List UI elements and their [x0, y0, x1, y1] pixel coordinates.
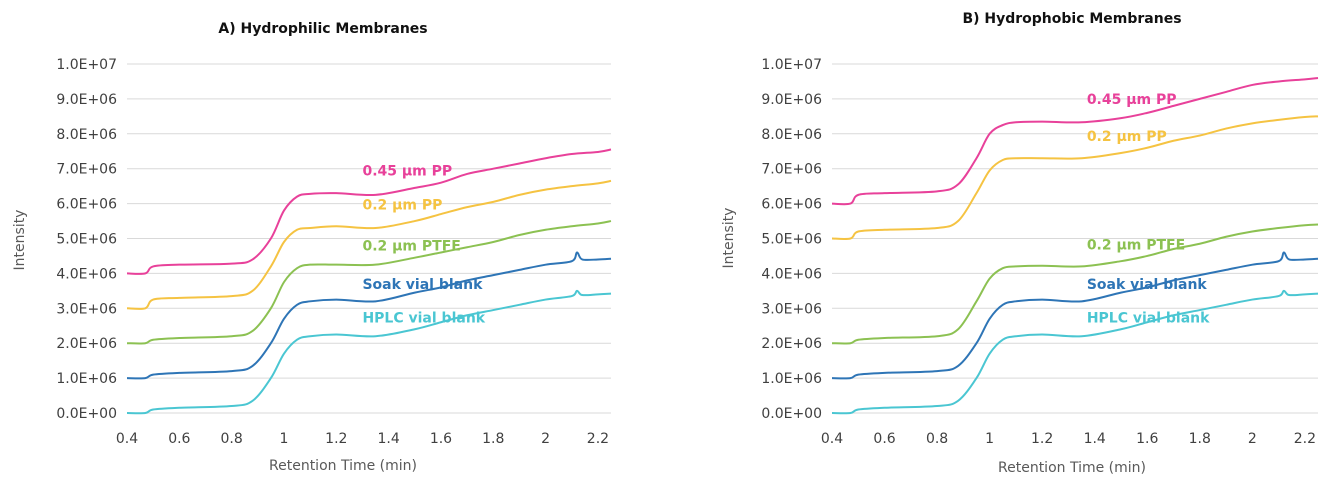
chart-a-x-tick-label: 0.4 — [116, 431, 138, 447]
chart-b-y-tick-label: 4.0E+06 — [761, 266, 822, 282]
chart-b-series — [831, 76, 1319, 415]
chart-b-title: B) Hydrophobic Membranes — [962, 11, 1181, 27]
chart-a-y-axis-label: Intensity — [12, 210, 28, 271]
chart-b-series-label: Soak vial blank — [1087, 277, 1208, 293]
chart-a-series-line — [126, 251, 612, 380]
chart-a-series-line — [126, 148, 612, 275]
chart-a-x-tick-label: 0.6 — [168, 431, 190, 447]
chart-b-series-line — [831, 289, 1319, 415]
chart-b-x-ticks: 0.4 0.6 0.8 1 1.2 1.4 1.6 1.8 2 2.2 — [821, 431, 1316, 447]
chart-a-y-tick-label: 5.0E+06 — [56, 232, 117, 248]
chart-a-series-label: 0.2 µm PP — [362, 198, 442, 214]
chart-b-series-line — [831, 115, 1319, 241]
chart-a-x-tick-label: 1.2 — [325, 431, 347, 447]
chart-b-series-label: HPLC vial blank — [1087, 310, 1210, 326]
chart-b-y-ticks: 0.0E+00 1.0E+06 2.0E+06 3.0E+06 4.0E+06 5.0E+… — [761, 57, 822, 422]
chart-a-y-tick-label: 7.0E+06 — [56, 162, 117, 178]
chart-b-x-tick-label: 1.8 — [1189, 431, 1211, 447]
chart-b-grid — [832, 63, 1318, 414]
chart-a-grid — [127, 63, 611, 414]
chart-a-x-tick-label: 1.6 — [430, 431, 452, 447]
chart-b-x-tick-label: 0.8 — [926, 431, 948, 447]
chart-a-series-line — [126, 289, 612, 415]
chart-a-x-tick-label: 0.8 — [221, 431, 243, 447]
chart-a-x-tick-label: 1.8 — [482, 431, 504, 447]
chart-a-x-ticks: 0.4 0.6 0.8 1 1.2 1.4 1.6 1.8 2 2.2 — [116, 431, 609, 447]
chart-b-y-axis-label: Intensity — [721, 208, 737, 269]
chart-a-y-tick-label: 2.0E+06 — [56, 336, 117, 352]
chart-a-x-tick-label: 2.2 — [587, 431, 609, 447]
chart-b-y-tick-label: 8.0E+06 — [761, 127, 822, 143]
chart-b-x-tick-label: 2.2 — [1294, 431, 1316, 447]
chart-a-y-tick-label: 0.0E+00 — [56, 406, 117, 422]
chart-a-y-tick-label: 6.0E+06 — [56, 197, 117, 213]
chart-b-x-tick-label: 0.4 — [821, 431, 843, 447]
chart-b-x-tick-label: 1 — [985, 431, 994, 447]
chart-panel-a: A) Hydrophilic Membranes 0.0E+00 1.0E+06 2… — [0, 0, 660, 478]
chart-b-y-tick-label: 1.0E+06 — [761, 371, 822, 387]
chart-a-y-ticks: 0.0E+00 1.0E+06 2.0E+06 3.0E+06 4.0E+06 5.0E+… — [56, 57, 117, 422]
chart-a-y-tick-label: 8.0E+06 — [56, 127, 117, 143]
chart-a-title: A) Hydrophilic Membranes — [218, 21, 427, 37]
chart-a-y-tick-label: 1.0E+06 — [56, 371, 117, 387]
chart-a-series-label: 0.45 µm PP — [362, 164, 452, 180]
chart-a-series — [126, 148, 612, 415]
chart-a-series-line — [126, 220, 612, 345]
chart-a-y-tick-label: 9.0E+06 — [56, 92, 117, 108]
chart-b-x-tick-label: 1.2 — [1031, 431, 1053, 447]
chart-b-series-label: 0.2 µm PTFE — [1087, 238, 1185, 254]
chart-b-series-line — [831, 223, 1319, 345]
chart-b-x-tick-label: 1.6 — [1136, 431, 1158, 447]
chart-a-series-label: Soak vial blank — [362, 277, 483, 293]
chart-b-y-tick-label: 6.0E+06 — [761, 197, 822, 213]
chart-b-series-line — [831, 251, 1319, 380]
chart-a-y-tick-label: 1.0E+07 — [56, 57, 117, 73]
chart-b-series-label: 0.2 µm PP — [1087, 129, 1167, 145]
chart-a-x-tick-label: 1.4 — [377, 431, 399, 447]
chart-a-x-tick-label: 2 — [541, 431, 550, 447]
chart-b-series-line — [831, 76, 1319, 206]
chart-a-series-line — [126, 179, 612, 310]
chart-b-y-tick-label: 1.0E+07 — [761, 57, 822, 73]
chart-b-y-tick-label: 0.0E+00 — [761, 406, 822, 422]
chart-a-annotations: 0.45 µm PP 0.2 µm PP 0.2 µm PTFE Soak vial … — [362, 164, 485, 327]
chart-b-y-tick-label: 5.0E+06 — [761, 232, 822, 248]
chart-b-y-tick-label: 7.0E+06 — [761, 162, 822, 178]
chart-b-series-label: 0.45 µm PP — [1087, 92, 1177, 108]
chart-a-x-axis-label: Retention Time (min) — [269, 458, 417, 474]
chart-a-y-tick-label: 4.0E+06 — [56, 266, 117, 282]
chart-b-y-tick-label: 9.0E+06 — [761, 92, 822, 108]
chart-a-x-tick-label: 1 — [280, 431, 289, 447]
chart-b-x-axis-label: Retention Time (min) — [998, 460, 1146, 476]
chart-b-x-tick-label: 2 — [1248, 431, 1257, 447]
chart-b-svg: B) Hydrophobic Membranes 0.0E+00 1.0E+06 2… — [721, 11, 1319, 476]
chart-a-svg: A) Hydrophilic Membranes 0.0E+00 1.0E+06 2… — [12, 21, 612, 474]
chart-a-series-label: 0.2 µm PTFE — [362, 239, 460, 255]
chart-a-series-label: HPLC vial blank — [362, 310, 485, 326]
chart-b-annotations: 0.45 µm PP 0.2 µm PP 0.2 µm PTFE Soak vial … — [1087, 92, 1210, 326]
chart-b-x-tick-label: 0.6 — [873, 431, 895, 447]
chart-panel-b: B) Hydrophobic Membranes 0.0E+00 1.0E+06 2… — [706, 0, 1321, 478]
chart-b-y-tick-label: 2.0E+06 — [761, 336, 822, 352]
chart-b-x-tick-label: 1.4 — [1084, 431, 1106, 447]
chart-a-y-tick-label: 3.0E+06 — [56, 301, 117, 317]
chart-b-y-tick-label: 3.0E+06 — [761, 301, 822, 317]
